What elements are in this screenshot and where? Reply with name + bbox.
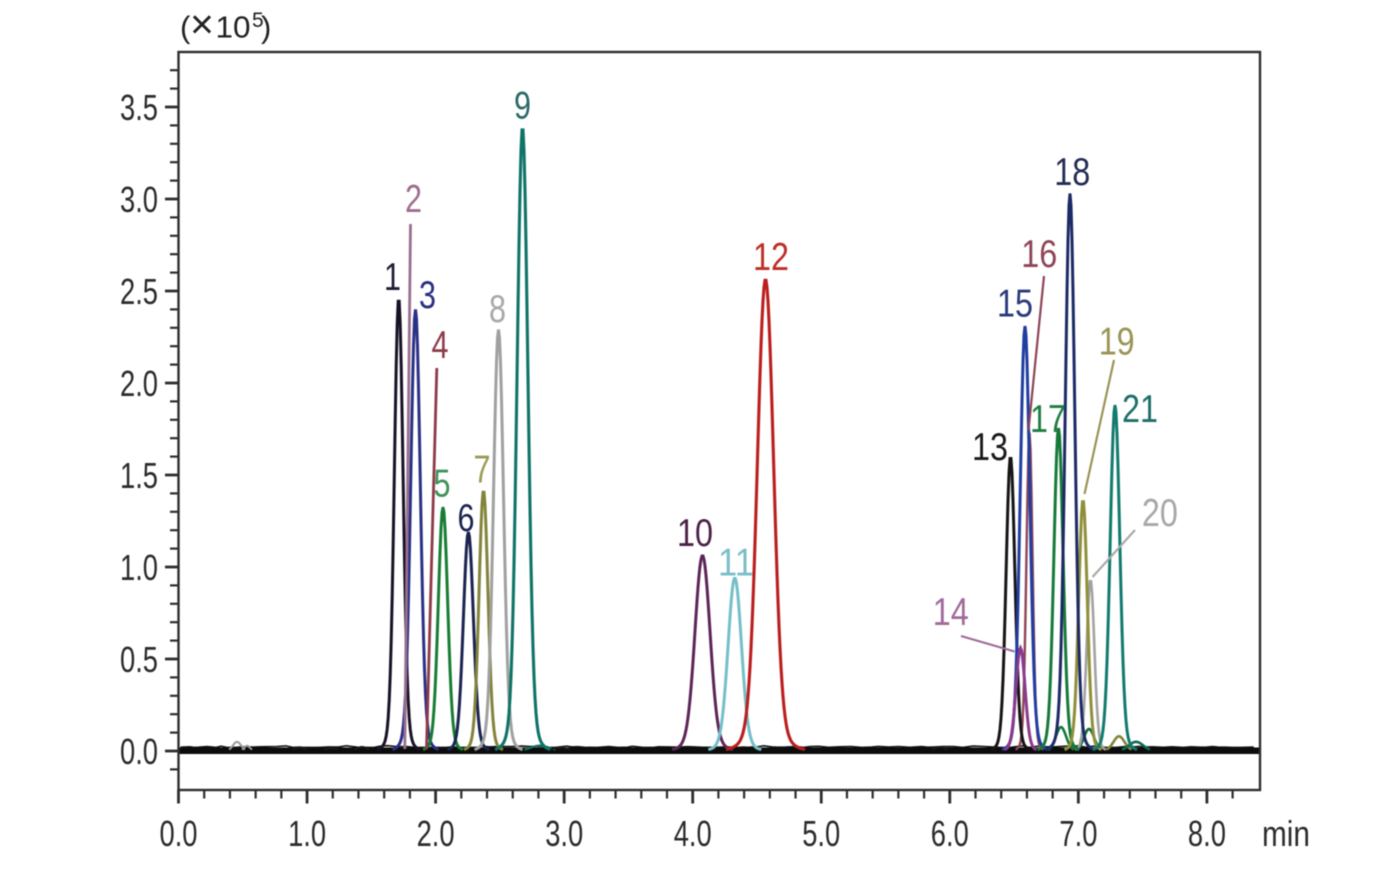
svg-text:3.5: 3.5: [120, 87, 158, 128]
svg-text:): ): [261, 10, 271, 45]
svg-text:8.0: 8.0: [1188, 813, 1226, 854]
svg-text:7.0: 7.0: [1059, 813, 1097, 854]
svg-text:13: 13: [972, 426, 1008, 469]
svg-text:8: 8: [489, 288, 506, 331]
svg-text:6: 6: [458, 497, 475, 540]
svg-text:10: 10: [677, 512, 713, 555]
svg-text:9: 9: [514, 85, 531, 128]
svg-text:17: 17: [1030, 398, 1066, 441]
svg-text:19: 19: [1099, 321, 1135, 364]
svg-text:3.0: 3.0: [545, 813, 583, 854]
svg-text:3: 3: [419, 274, 436, 317]
svg-text:×: ×: [190, 1, 214, 47]
svg-text:5: 5: [434, 463, 451, 506]
svg-text:2.0: 2.0: [120, 363, 158, 404]
svg-text:0.0: 0.0: [120, 731, 158, 772]
svg-text:2: 2: [405, 178, 422, 221]
svg-text:1.5: 1.5: [120, 455, 158, 496]
svg-text:20: 20: [1142, 492, 1178, 535]
svg-text:6.0: 6.0: [931, 813, 969, 854]
svg-text:0.5: 0.5: [120, 639, 158, 680]
svg-text:7: 7: [474, 449, 491, 492]
svg-text:5.0: 5.0: [802, 813, 840, 854]
svg-text:2.5: 2.5: [120, 271, 158, 312]
svg-text:10: 10: [216, 10, 251, 45]
svg-text:1.0: 1.0: [120, 547, 158, 588]
svg-text:2.0: 2.0: [417, 813, 455, 854]
svg-text:5: 5: [252, 9, 264, 32]
svg-text:12: 12: [753, 236, 789, 279]
svg-text:21: 21: [1122, 388, 1158, 431]
svg-text:11: 11: [718, 542, 754, 585]
svg-text:0.0: 0.0: [160, 813, 198, 854]
svg-text:16: 16: [1021, 233, 1057, 276]
svg-text:4.0: 4.0: [674, 813, 712, 854]
svg-text:1.0: 1.0: [288, 813, 326, 854]
svg-text:15: 15: [997, 283, 1033, 326]
svg-text:1: 1: [384, 256, 401, 299]
svg-text:14: 14: [933, 591, 969, 634]
svg-text:min: min: [1262, 813, 1310, 854]
svg-text:(: (: [180, 10, 191, 45]
svg-text:3.0: 3.0: [120, 179, 158, 220]
svg-text:18: 18: [1054, 151, 1090, 194]
svg-text:4: 4: [432, 324, 449, 367]
